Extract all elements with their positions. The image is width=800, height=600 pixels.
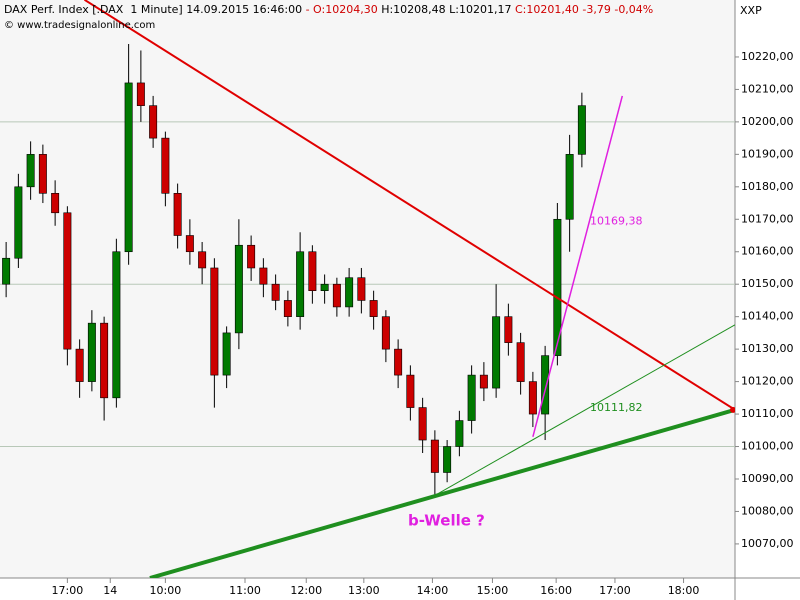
candle-body bbox=[308, 251, 317, 291]
candle-body bbox=[185, 235, 194, 253]
x-tick-label: 10:00 bbox=[150, 584, 182, 597]
candle-body bbox=[136, 82, 145, 106]
candle-body bbox=[504, 316, 513, 343]
x-tick-label: 15:00 bbox=[477, 584, 509, 597]
candle-body bbox=[467, 374, 476, 421]
y-tick-label: 10170,00 bbox=[741, 212, 794, 225]
candle-body bbox=[87, 322, 96, 382]
candle-body bbox=[210, 267, 219, 376]
quote-low: L:10201,17 bbox=[449, 3, 512, 16]
candle-body bbox=[283, 300, 292, 317]
axis-code: XXP bbox=[740, 4, 762, 17]
candle-body bbox=[430, 439, 439, 473]
candle-body bbox=[222, 332, 231, 376]
candle-body bbox=[2, 257, 11, 285]
x-tick-label: 13:00 bbox=[348, 584, 380, 597]
y-tick-label: 10090,00 bbox=[741, 472, 794, 485]
candle-body bbox=[124, 82, 133, 253]
y-tick-label: 10110,00 bbox=[741, 407, 794, 420]
y-tick-label: 10100,00 bbox=[741, 440, 794, 453]
candle-body bbox=[516, 342, 525, 382]
candle-body bbox=[528, 381, 537, 415]
y-tick-label: 10200,00 bbox=[741, 115, 794, 128]
y-tick-label: 10070,00 bbox=[741, 537, 794, 550]
y-tick-label: 10160,00 bbox=[741, 245, 794, 258]
candle-body bbox=[173, 193, 182, 236]
quote-high: H:10208,48 bbox=[381, 3, 446, 16]
candle-body bbox=[259, 267, 268, 285]
candle-body bbox=[75, 348, 84, 382]
y-tick-label: 10210,00 bbox=[741, 82, 794, 95]
y-tick-label: 10190,00 bbox=[741, 147, 794, 160]
candle-body bbox=[149, 105, 158, 139]
quote-change-pct: -0,04% bbox=[614, 3, 654, 16]
copyright: © www.tradesignalonline.com bbox=[4, 20, 156, 31]
candle-body bbox=[332, 283, 341, 308]
candle-body bbox=[345, 277, 354, 308]
x-tick-label: 16:00 bbox=[540, 584, 572, 597]
symbol: DAX Perf. Index [.DAX 1 Minute] bbox=[4, 3, 183, 16]
candle-body bbox=[234, 244, 243, 334]
x-tick-label: 17:00 bbox=[52, 584, 84, 597]
candle-body bbox=[247, 244, 256, 269]
y-tick-label: 10140,00 bbox=[741, 310, 794, 323]
x-tick-label: 11:00 bbox=[229, 584, 261, 597]
candle-body bbox=[100, 322, 109, 399]
timestamp: 14.09.2015 16:46:00 bbox=[186, 3, 303, 16]
trend-line bbox=[149, 407, 735, 578]
candle-body bbox=[479, 374, 488, 389]
candle-body bbox=[26, 154, 35, 188]
plot-area bbox=[0, 0, 735, 578]
x-tick-label: 14 bbox=[103, 584, 117, 597]
x-tick-label: 17:00 bbox=[599, 584, 631, 597]
candle-body bbox=[492, 316, 501, 389]
candle-body bbox=[271, 283, 280, 301]
candle-body bbox=[394, 348, 403, 376]
candle-body bbox=[112, 251, 121, 399]
y-tick-label: 10150,00 bbox=[741, 277, 794, 290]
candle-body bbox=[455, 420, 464, 447]
candle-body bbox=[320, 283, 329, 291]
candle-body bbox=[443, 446, 452, 473]
y-tick-label: 10220,00 bbox=[741, 50, 794, 63]
header: DAX Perf. Index [.DAX 1 Minute] 14.09.20… bbox=[4, 3, 653, 16]
quote-change: -3,79 bbox=[582, 3, 611, 16]
candle-body bbox=[381, 316, 390, 350]
candle-body bbox=[553, 218, 562, 356]
x-tick-label: 18:00 bbox=[668, 584, 700, 597]
annotation: 10169,38 bbox=[590, 214, 643, 227]
quote-close: C:10201,40 bbox=[515, 3, 579, 16]
candle-body bbox=[161, 137, 170, 194]
y-tick-label: 10120,00 bbox=[741, 375, 794, 388]
candle-body bbox=[406, 374, 415, 408]
trend-line bbox=[532, 95, 624, 437]
candle-body bbox=[51, 193, 60, 214]
line-end-marker bbox=[730, 406, 735, 413]
candle-body bbox=[198, 251, 207, 269]
y-tick-label: 10180,00 bbox=[741, 180, 794, 193]
annotation: b-Welle ? bbox=[408, 512, 485, 530]
y-tick-label: 10130,00 bbox=[741, 342, 794, 355]
x-tick-label: 12:00 bbox=[290, 584, 322, 597]
quote-open: - O:10204,30 bbox=[305, 3, 378, 16]
trend-line bbox=[83, 0, 735, 411]
candle-body bbox=[418, 407, 427, 441]
candle-body bbox=[38, 154, 47, 194]
candle-body bbox=[296, 251, 305, 317]
annotation: 10111,82 bbox=[590, 401, 643, 414]
trend-line bbox=[432, 324, 735, 498]
x-tick-label: 14:00 bbox=[417, 584, 449, 597]
candle-body bbox=[357, 277, 366, 301]
y-tick-label: 10080,00 bbox=[741, 504, 794, 517]
candle-body bbox=[565, 154, 574, 220]
candle-body bbox=[577, 105, 586, 155]
candle-body bbox=[14, 186, 23, 259]
candle-body bbox=[541, 355, 550, 415]
candle-body bbox=[369, 300, 378, 317]
candle-body bbox=[63, 212, 72, 350]
